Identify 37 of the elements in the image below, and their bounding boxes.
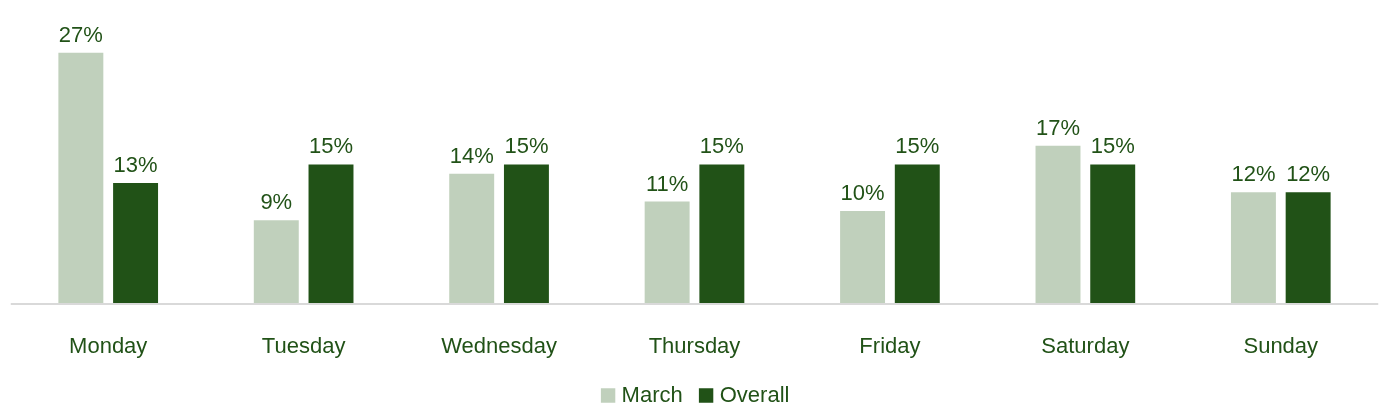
data-label: 12% (1231, 161, 1276, 187)
legend-label: March (621, 382, 683, 408)
x-tick-label: Monday (69, 333, 148, 359)
bar (1090, 164, 1136, 304)
x-tick-label: Thursday (648, 333, 741, 359)
data-label: 14% (449, 142, 494, 168)
bar (1035, 145, 1081, 304)
data-label: 15% (308, 133, 354, 159)
x-tick-label: Sunday (1243, 333, 1319, 359)
bar (1285, 192, 1331, 304)
data-label: 15% (895, 133, 940, 159)
bar (113, 183, 159, 304)
data-label: 17% (1035, 114, 1081, 140)
x-tick-label: Wednesday (441, 333, 557, 359)
x-tick-label: Tuesday (261, 333, 346, 359)
bar (840, 210, 886, 304)
data-label: 11% (645, 170, 689, 196)
bar (253, 220, 299, 304)
bar (699, 164, 745, 304)
data-label: 13% (113, 152, 158, 177)
data-label: 9% (260, 189, 293, 215)
bar (1230, 192, 1276, 304)
bar (894, 164, 940, 304)
x-tick-label: Friday (859, 333, 921, 359)
data-label: 15% (1090, 133, 1135, 159)
legend-label: Overall (719, 382, 790, 408)
bar (449, 173, 495, 304)
data-label: 12% (1286, 161, 1331, 187)
bar (503, 164, 549, 304)
bar (644, 201, 690, 304)
data-label: 10% (840, 179, 885, 205)
data-label: 15% (699, 133, 744, 159)
data-label: 27% (58, 21, 103, 47)
x-tick-label: Saturday (1041, 333, 1130, 359)
data-label: 15% (504, 133, 549, 159)
bar (308, 164, 354, 304)
bar (58, 52, 104, 304)
